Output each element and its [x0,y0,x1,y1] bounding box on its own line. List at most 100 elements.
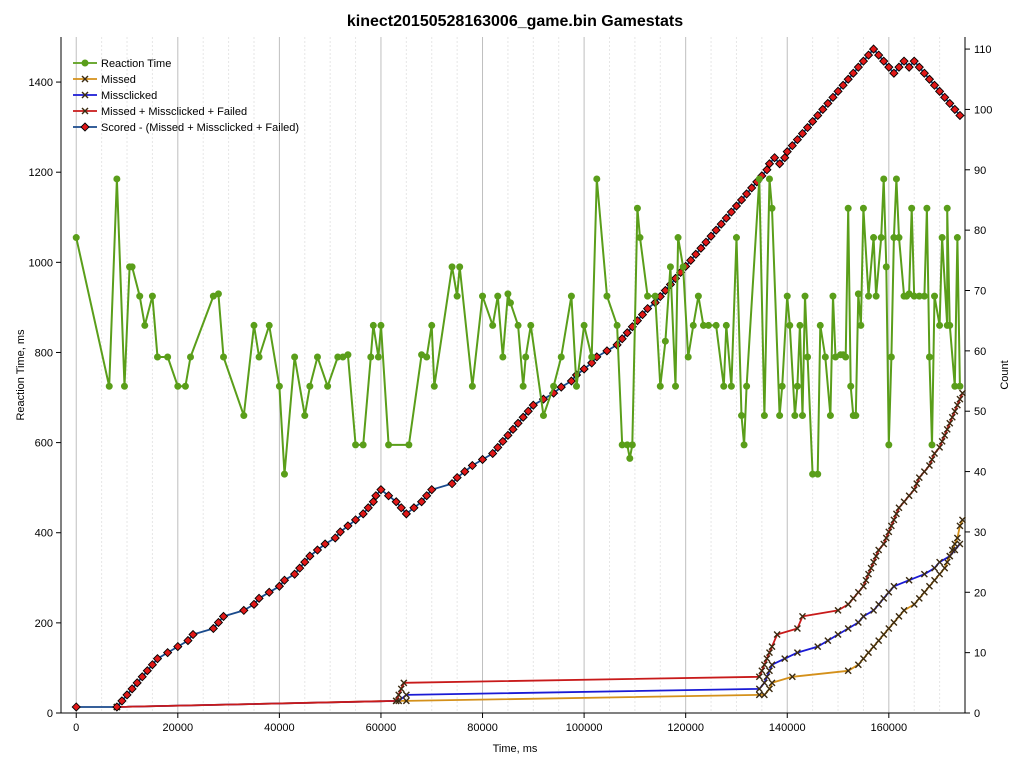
data-point [556,382,566,392]
data-point [885,441,893,449]
data-point-stroke [880,594,888,602]
data-point [910,600,918,608]
data-point [255,353,263,361]
data-point [934,86,945,96]
data-point [951,407,959,415]
data-point [320,539,330,549]
data-point-stroke [941,431,949,439]
data-point [513,418,523,428]
data-point [527,321,535,329]
data-point-stroke [931,449,939,457]
data-point [923,204,931,212]
data-point [755,175,763,183]
data-point [783,292,791,300]
data-point-stroke [941,564,949,572]
data-point [843,74,853,84]
data-point [694,292,702,300]
data-point [477,454,488,465]
data-point [844,204,852,212]
x-tick-label: 60000 [366,722,397,734]
data-point [854,588,862,596]
data-point [913,480,921,488]
data-point [919,68,930,78]
data-point [528,400,538,410]
data-point [914,62,924,72]
data-point [892,510,900,518]
data-point [71,702,81,712]
data-point [925,353,933,361]
y-tick-label: 800 [35,347,53,359]
data-point [885,625,893,632]
data-point-stroke [885,528,893,536]
data-point [395,691,403,699]
data-point [814,470,822,478]
data-point-stroke [882,534,890,542]
data-point [950,104,960,115]
data-point [494,292,502,300]
data-point [760,691,768,699]
data-point [567,292,575,300]
y2-axis-label: Count [999,360,1011,389]
y2-tick-label: 30 [974,527,986,539]
data-point [405,441,413,449]
data-point [931,564,939,572]
data-point [385,441,393,449]
data-point [371,491,381,501]
legend-marker [81,75,89,83]
data-point [250,321,258,329]
data-point [661,337,669,345]
data-point [427,485,437,495]
data-point-stroke [834,631,842,639]
data-point [291,353,299,361]
y2-tick-label: 110 [974,44,992,56]
data-point [760,679,768,687]
data-point [572,382,580,390]
data-point [587,358,597,368]
data-point [894,62,904,72]
data-point-stroke [925,582,933,590]
data-point [928,456,936,463]
data-point [132,678,142,688]
data-point [504,290,512,298]
data-point-stroke [755,691,763,699]
data-point [188,629,198,640]
data-point [377,321,385,329]
data-point [593,175,601,183]
data-point [164,353,172,361]
data-point [127,684,137,694]
data-point-stroke [913,480,921,488]
data-point [518,412,528,422]
data-point-stroke [931,564,939,572]
data-point [818,104,828,115]
series-line [116,392,964,708]
y-tick-label: 1400 [29,77,53,89]
data-point-stroke [760,691,768,699]
data-point [523,406,533,416]
data-point-stroke [905,492,913,500]
data-point [152,654,163,664]
data-point [430,382,438,390]
data-point-stroke [854,588,862,596]
data-point-stroke [936,443,944,451]
data-point [765,685,773,693]
data-point [786,321,794,329]
data-point [857,321,865,329]
data-point [905,576,913,584]
data-point [613,321,621,329]
data-point [716,219,726,229]
data-point [460,466,470,477]
data-point [852,412,860,420]
y2-tick-label: 60 [974,346,986,358]
data-point-stroke [887,522,895,530]
data-point [877,234,885,242]
data-point [503,430,513,440]
data-point-stroke [900,606,908,614]
data-point [265,321,273,329]
data-point [644,292,652,300]
data-point [295,563,305,573]
data-point [740,441,748,449]
y-tick-label: 600 [35,438,53,450]
data-point [392,697,400,705]
data-point-stroke [943,558,951,566]
